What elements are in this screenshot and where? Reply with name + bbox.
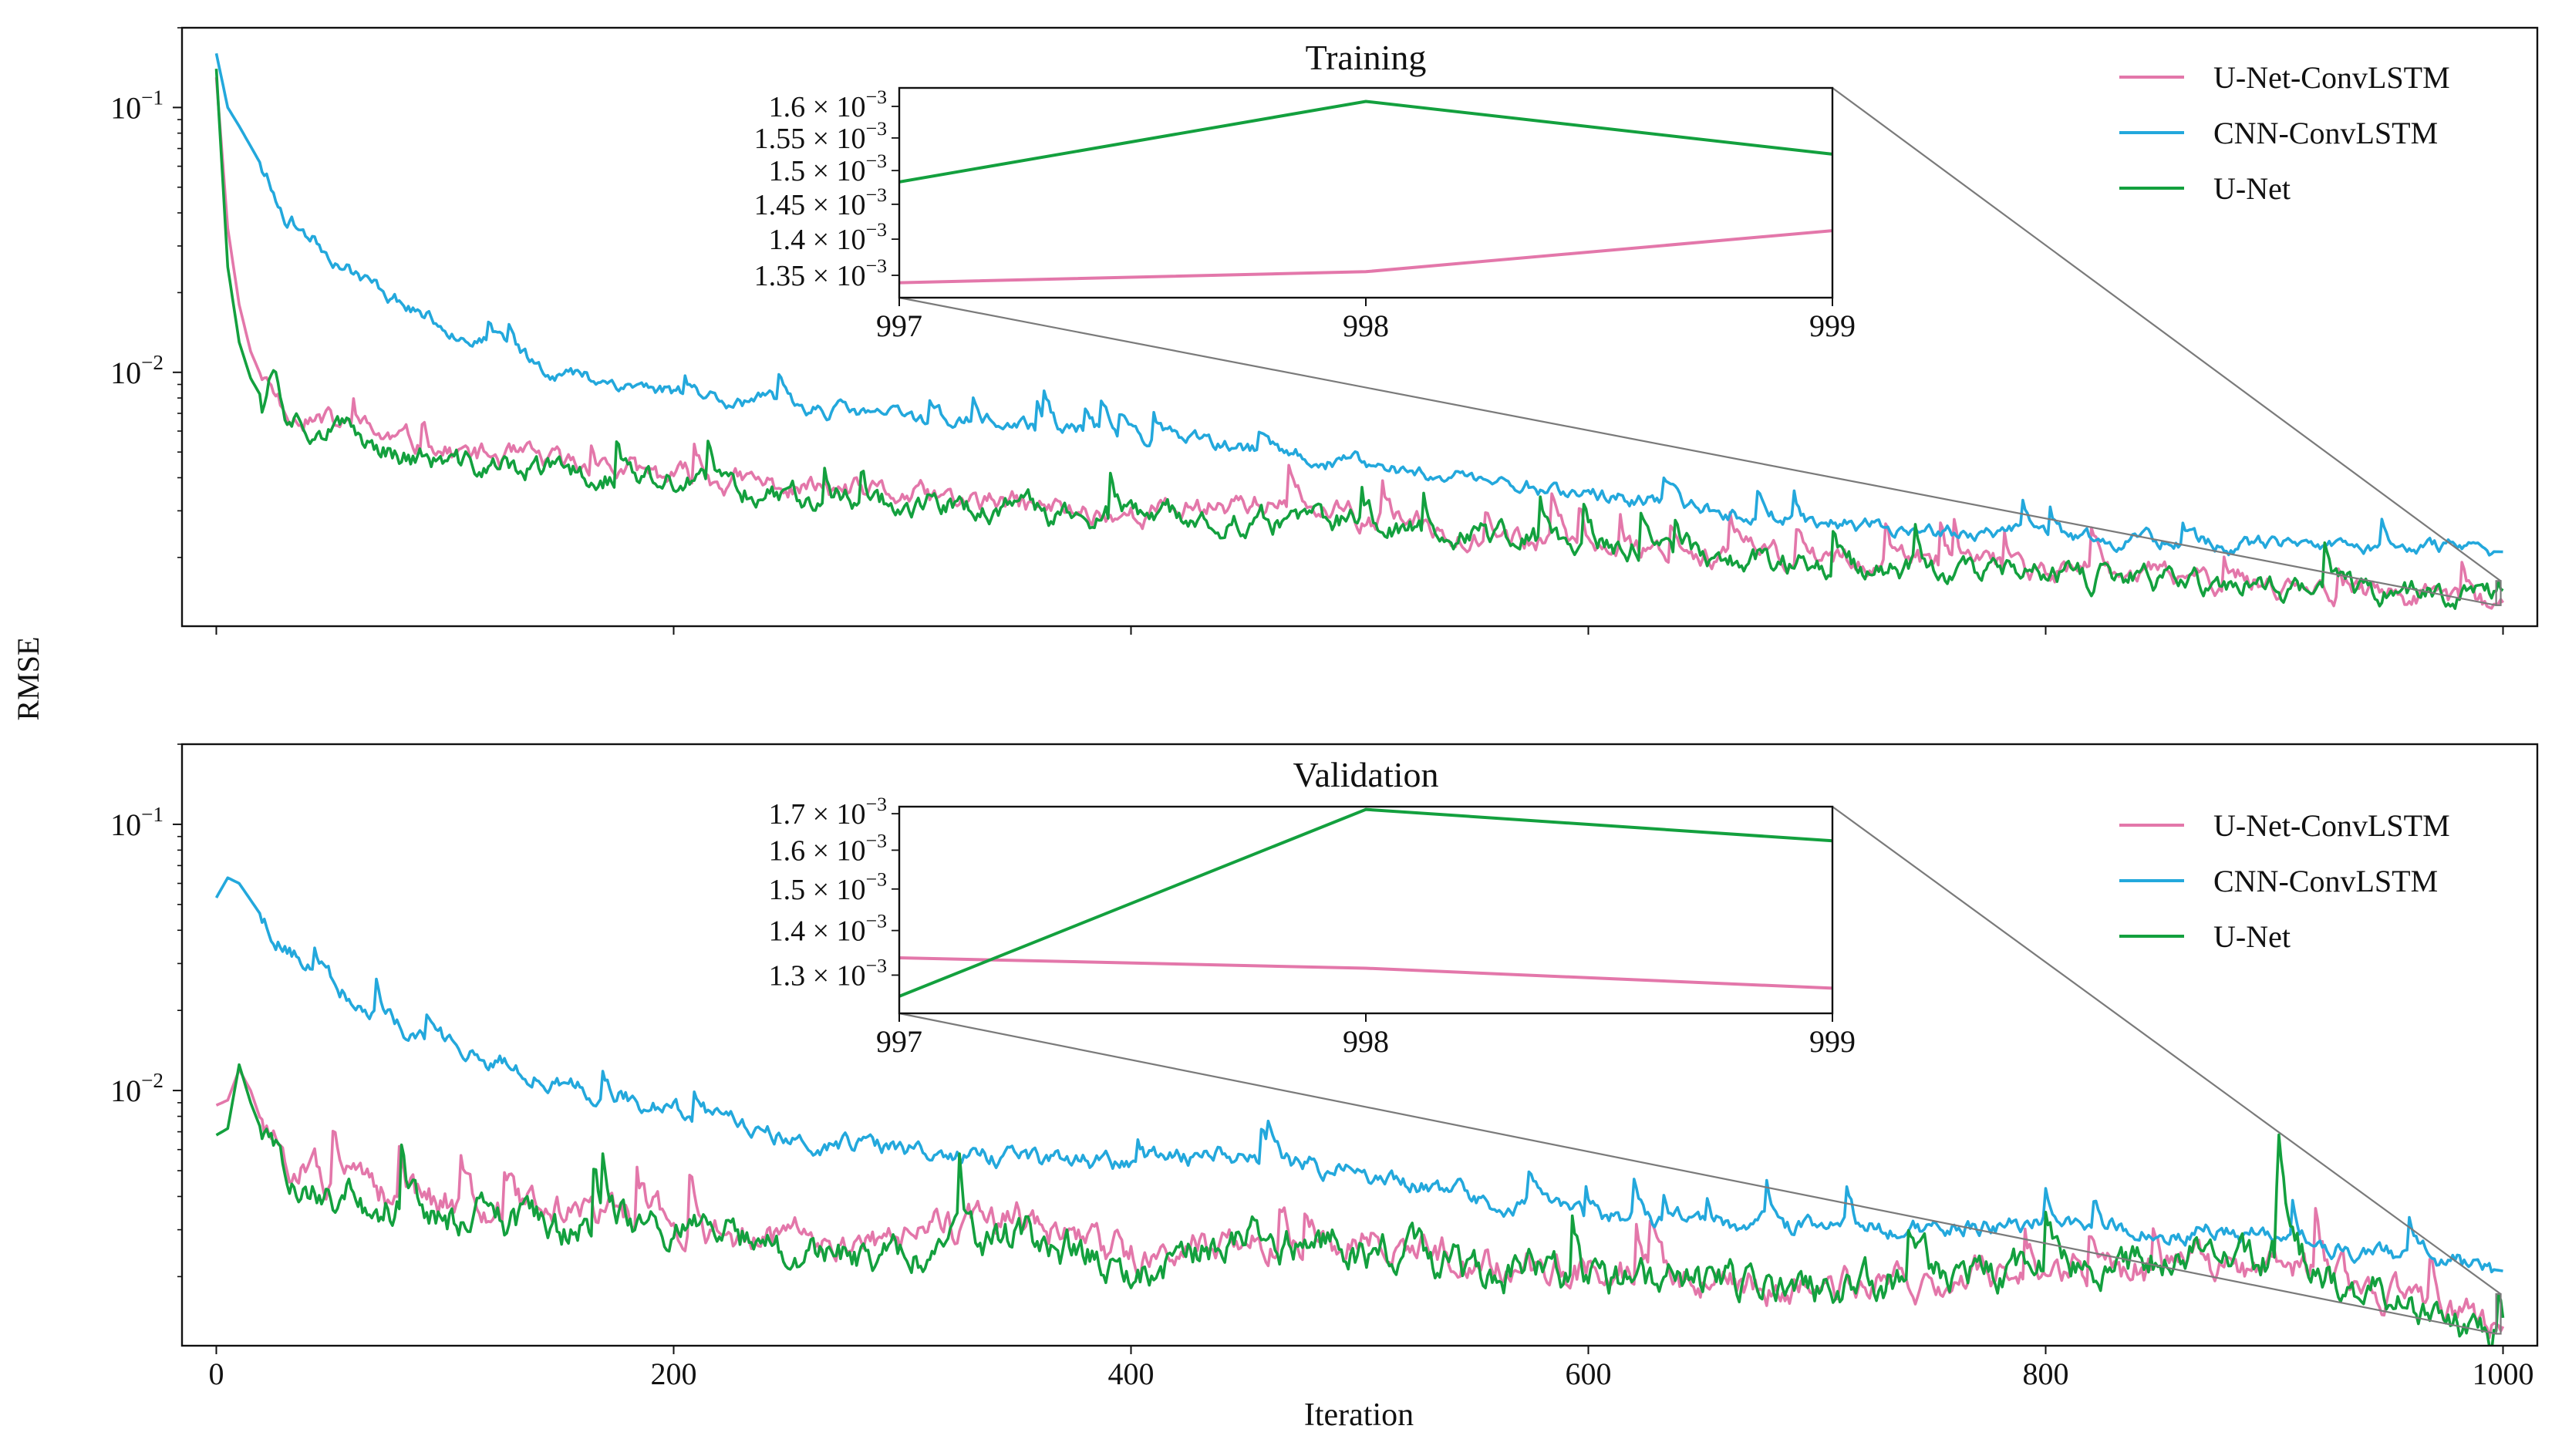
inset-y-tick-label: 1.4 × 10−3 — [769, 910, 887, 948]
inset-x-tick-label: 999 — [1809, 1024, 1856, 1059]
series-group — [214, 876, 2505, 1346]
inset-line-u-net-convlstm — [899, 229, 1832, 285]
inset-y-tick-label: 1.4 × 10−3 — [769, 218, 887, 256]
x-tick-label: 800 — [2023, 1357, 2069, 1391]
shared-xlabel: Iteration — [1304, 1397, 1414, 1433]
inset-y-tick-label: 1.5 × 10−3 — [769, 150, 887, 187]
x-tick-label: 400 — [1107, 1357, 1154, 1391]
inset-y-tick-label: 1.3 × 10−3 — [769, 954, 887, 992]
inset-x-tick-label: 997 — [876, 308, 922, 343]
legend: U-Net-ConvLSTM CNN-ConvLSTM U-Net — [2119, 60, 2450, 206]
series-line-u-net-convlstm — [215, 1068, 2505, 1340]
zoom-connector-upper — [1832, 806, 2502, 1295]
inset-y-tick-label: 1.35 × 10−3 — [754, 254, 887, 292]
x-tick-label: 0 — [208, 1357, 224, 1391]
inset-y-tick-label: 1.55 × 10−3 — [754, 117, 887, 155]
x-tick-label: 600 — [1566, 1357, 1612, 1391]
inset-y-tick-label: 1.6 × 10−3 — [769, 86, 887, 123]
series-line-u-net — [214, 69, 2504, 610]
training-panel: 10−2 10−1 U-Net-ConvLSTM CNN-ConvLSTM U-Net 9… — [110, 26, 2539, 635]
inset-series-group — [899, 99, 1832, 285]
series-line-cnn-convlstm — [214, 876, 2503, 1274]
shared-ylabel: RMSE — [11, 637, 46, 721]
plot-frame — [180, 26, 2539, 628]
inset-y-tick-label: 1.6 × 10−3 — [769, 829, 887, 867]
inset-line-u-net-convlstm — [899, 956, 1832, 990]
legend-label: CNN-ConvLSTM — [2213, 116, 2438, 150]
inset-background — [899, 807, 1832, 1013]
series-group — [214, 52, 2505, 610]
legend-label: U-Net — [2213, 171, 2291, 206]
zoom-region — [2495, 580, 2502, 606]
inset-y-tick-label: 1.5 × 10−3 — [769, 868, 887, 906]
inset-x-tick-label: 998 — [1343, 1024, 1389, 1059]
inset-line-u-net — [899, 807, 1832, 998]
inset-series-group — [899, 807, 1832, 998]
inset-x-tick-label: 997 — [876, 1024, 922, 1059]
legend-label: CNN-ConvLSTM — [2213, 864, 2438, 898]
series-line-cnn-convlstm — [214, 52, 2503, 557]
plot-frame — [180, 743, 2539, 1347]
x-tick-label: 1000 — [2473, 1357, 2534, 1391]
inset-x-tick-label: 998 — [1343, 308, 1389, 343]
inset-y-tick-label: 1.45 × 10−3 — [754, 184, 887, 221]
legend-label: U-Net — [2213, 919, 2291, 954]
legend-label: U-Net-ConvLSTM — [2213, 808, 2450, 843]
zoom-region — [2495, 1293, 2502, 1335]
y-tick-label: 10−2 — [110, 1069, 163, 1108]
inset-background — [899, 88, 1832, 298]
validation-panel: 0 200 400 600 800 1000 10−2 10−1 U-Net-ConvLSTM C… — [110, 743, 2539, 1391]
inset-title: Training — [1306, 38, 1427, 77]
zoom-connector-lower — [898, 296, 2496, 606]
y-tick-label: 10−1 — [110, 86, 163, 125]
zoom-connector-upper — [1832, 87, 2502, 582]
inset-x-tick-label: 999 — [1809, 308, 1856, 343]
x-tick-label: 200 — [650, 1357, 696, 1391]
y-tick-label: 10−1 — [110, 803, 163, 842]
inset-line-u-net — [899, 99, 1832, 184]
inset-y-tick-label: 1.7 × 10−3 — [769, 793, 887, 831]
legend: U-Net-ConvLSTM CNN-ConvLSTM U-Net — [2119, 808, 2450, 954]
series-line-u-net — [215, 1063, 2505, 1346]
legend-label: U-Net-ConvLSTM — [2213, 60, 2450, 95]
inset-title: Validation — [1293, 755, 1438, 794]
zoom-connector-lower — [898, 1012, 2496, 1335]
y-tick-label: 10−2 — [110, 351, 163, 390]
